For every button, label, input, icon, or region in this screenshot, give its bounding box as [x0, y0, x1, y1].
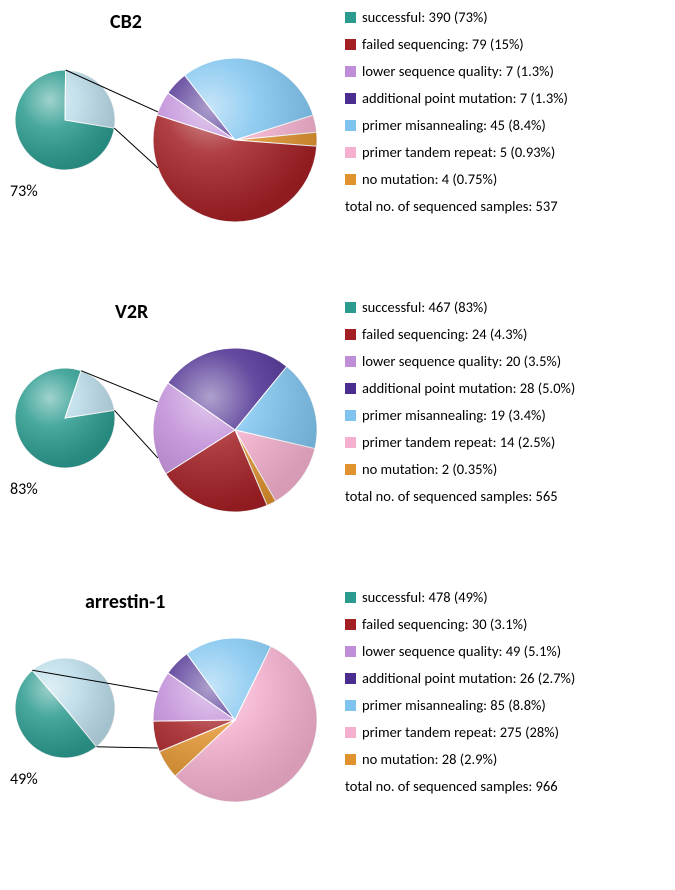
legend-text: primer tandem repeat: 14 (2.5%)	[362, 435, 555, 450]
legend-swatch	[345, 383, 356, 394]
legend-row: successful: 390 (73%)	[345, 10, 568, 25]
legend-row: additional point mutation: 28 (5.0%)	[345, 381, 575, 396]
legend: successful: 467 (83%) failed sequencing: …	[345, 300, 575, 504]
legend-text: primer tandem repeat: 5 (0.93%)	[362, 145, 555, 160]
chart-panel: CB2 73%successful: 390 (73%)failed seque…	[10, 10, 665, 295]
legend-text: failed sequencing: 24 (4.3%)	[362, 327, 527, 342]
legend-text: lower sequence quality: 20 (3.5%)	[362, 354, 561, 369]
legend-row: no mutation: 2 (0.35%)	[345, 462, 575, 477]
legend: successful: 478 (49%) failed sequencing: …	[345, 590, 575, 794]
legend-row: no mutation: 28 (2.9%)	[345, 752, 575, 767]
legend-swatch	[345, 302, 356, 313]
legend-row: failed sequencing: 30 (3.1%)	[345, 617, 575, 632]
connector-line	[97, 747, 158, 748]
legend-text: additional point mutation: 7 (1.3%)	[362, 91, 568, 106]
legend-swatch	[345, 437, 356, 448]
pie-svg	[10, 590, 340, 860]
legend-row: lower sequence quality: 20 (3.5%)	[345, 354, 575, 369]
legend-text: primer misannealing: 45 (8.4%)	[362, 118, 546, 133]
legend-text: primer misannealing: 85 (8.8%)	[362, 698, 546, 713]
legend-row: lower sequence quality: 7 (1.3%)	[345, 64, 568, 79]
legend-swatch	[345, 356, 356, 367]
legend-row: lower sequence quality: 49 (5.1%)	[345, 644, 575, 659]
legend-text: successful: 478 (49%)	[362, 590, 488, 605]
total-samples: total no. of sequenced samples: 565	[345, 489, 575, 504]
legend-row: no mutation: 4 (0.75%)	[345, 172, 568, 187]
pie-svg	[10, 10, 340, 280]
total-samples: total no. of sequenced samples: 966	[345, 779, 575, 794]
legend-row: additional point mutation: 7 (1.3%)	[345, 91, 568, 106]
connector-line	[114, 410, 158, 458]
legend-text: successful: 390 (73%)	[362, 10, 488, 25]
legend-swatch	[345, 619, 356, 630]
legend-swatch	[345, 66, 356, 77]
chart-panel: arrestin-1 49%successful: 478 (49%)faile…	[10, 590, 665, 875]
total-samples: total no. of sequenced samples: 537	[345, 199, 568, 214]
legend-text: failed sequencing: 79 (15%)	[362, 37, 524, 52]
legend-row: additional point mutation: 26 (2.7%)	[345, 671, 575, 686]
legend-swatch	[345, 93, 356, 104]
legend-text: lower sequence quality: 49 (5.1%)	[362, 644, 561, 659]
successful-pct-label: 83%	[10, 480, 38, 499]
chart-panel: V2R 83%successful: 467 (83%)failed seque…	[10, 300, 665, 585]
legend-text: lower sequence quality: 7 (1.3%)	[362, 64, 554, 79]
legend-row: failed sequencing: 24 (4.3%)	[345, 327, 575, 342]
legend-text: no mutation: 28 (2.9%)	[362, 752, 497, 767]
legend-swatch	[345, 12, 356, 23]
pie-slice	[65, 70, 115, 128]
legend-text: additional point mutation: 28 (5.0%)	[362, 381, 575, 396]
legend-row: successful: 467 (83%)	[345, 300, 575, 315]
legend-row: primer tandem repeat: 14 (2.5%)	[345, 435, 575, 450]
legend-row: failed sequencing: 79 (15%)	[345, 37, 568, 52]
successful-pct-label: 49%	[10, 770, 38, 789]
legend-row: primer misannealing: 19 (3.4%)	[345, 408, 575, 423]
legend-swatch	[345, 464, 356, 475]
legend-swatch	[345, 646, 356, 657]
legend-row: primer tandem repeat: 275 (28%)	[345, 725, 575, 740]
legend-text: no mutation: 2 (0.35%)	[362, 462, 497, 477]
legend-swatch	[345, 700, 356, 711]
legend-text: additional point mutation: 26 (2.7%)	[362, 671, 575, 686]
legend-swatch	[345, 754, 356, 765]
legend-row: primer tandem repeat: 5 (0.93%)	[345, 145, 568, 160]
legend-swatch	[345, 329, 356, 340]
legend-swatch	[345, 39, 356, 50]
legend-swatch	[345, 147, 356, 158]
legend-swatch	[345, 727, 356, 738]
legend-swatch	[345, 120, 356, 131]
legend-swatch	[345, 673, 356, 684]
connector-line	[114, 128, 158, 168]
legend-text: no mutation: 4 (0.75%)	[362, 172, 497, 187]
legend-swatch	[345, 174, 356, 185]
legend-row: successful: 478 (49%)	[345, 590, 575, 605]
successful-pct-label: 73%	[10, 182, 38, 201]
legend-row: primer misannealing: 85 (8.8%)	[345, 698, 575, 713]
legend-text: primer misannealing: 19 (3.4%)	[362, 408, 546, 423]
legend-text: successful: 467 (83%)	[362, 300, 488, 315]
legend-row: primer misannealing: 45 (8.4%)	[345, 118, 568, 133]
legend-swatch	[345, 410, 356, 421]
legend-text: primer tandem repeat: 275 (28%)	[362, 725, 559, 740]
legend-swatch	[345, 592, 356, 603]
legend: successful: 390 (73%) failed sequencing: …	[345, 10, 568, 214]
pie-svg	[10, 300, 340, 570]
legend-text: failed sequencing: 30 (3.1%)	[362, 617, 527, 632]
